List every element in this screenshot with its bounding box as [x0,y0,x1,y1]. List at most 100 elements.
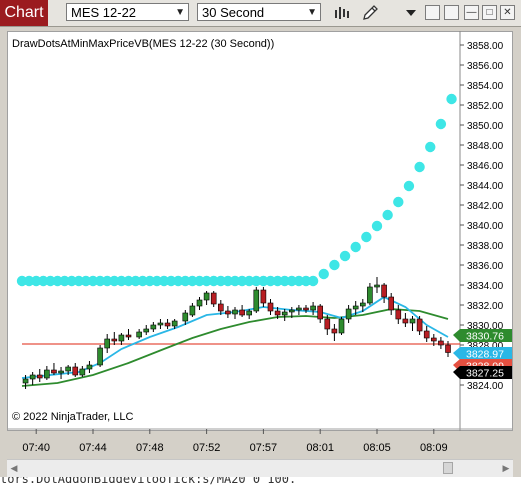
candle-body [445,344,451,353]
price-marker-label: 3827.25 [466,368,504,380]
candle [65,365,71,375]
candle-body [345,308,352,320]
price-tick-label: 3834.00 [467,281,504,292]
instrument-value: MES 12-22 [71,5,137,20]
candle [203,291,210,305]
candle-body [143,328,150,333]
max-price-dot [350,241,361,253]
candle-body [44,369,50,379]
chart-panel[interactable] [7,31,513,431]
candle [210,291,217,307]
max-price-dot [307,275,319,287]
title-bar: Chart MES 12-22 ▼ 30 Second ▼ — □ ✕ [0,0,521,27]
candle [125,329,132,340]
candle-body [86,364,93,370]
candle [409,316,416,331]
candle [36,369,43,382]
time-tick-label: 07:52 [193,442,221,454]
candle [274,307,281,319]
candle [189,303,196,317]
candle-body [58,370,64,374]
candle-body [104,338,110,349]
candle-body [150,324,157,330]
price-tick-label: 3850.00 [467,121,504,132]
candle [374,277,380,293]
candle-body [253,289,260,312]
bar-type-icon[interactable] [333,4,351,22]
price-tick-label: 3838.00 [467,241,504,252]
candle [72,363,79,377]
interval-selector[interactable]: 30 Second ▼ [197,3,321,21]
scroll-left-arrow-icon[interactable]: ◀ [10,463,18,473]
candle-body [203,292,210,301]
candle-body [157,322,164,326]
candle [58,367,64,379]
price-axis-marker: 3828.97 [453,347,512,361]
chart-tab[interactable]: Chart [0,0,48,26]
candle-body [324,318,331,330]
max-price-dot [382,209,393,221]
max-price-dot [393,196,404,208]
candle-body [402,318,409,324]
candle [22,375,29,389]
instrument-selector[interactable]: MES 12-22 ▼ [66,3,189,21]
candle [367,283,373,305]
price-tick-label: 3840.00 [467,221,504,232]
candle-body [381,284,387,298]
price-axis-marker: 3827.25 [453,366,512,380]
candle-body [171,320,178,327]
candle [253,287,260,313]
max-price-dot [435,118,447,130]
candle-body [97,347,103,366]
candle-body [79,368,86,376]
scroll-right-arrow-icon[interactable]: ▶ [502,463,510,473]
scroll-thumb[interactable] [443,462,453,474]
candle-body [416,318,423,332]
candle-body [296,307,302,311]
candle-body [65,366,71,372]
background-text-strip: tors.DotAddonBiddevilooTick:s/MA20 0 100… [0,477,521,486]
candle-body [260,289,267,304]
candle [157,319,164,329]
minimize-button[interactable] [425,5,440,20]
time-tick-label: 07:44 [79,442,107,454]
horizontal-scrollbar[interactable]: ◀ ▶ [7,459,513,477]
candle-body [136,331,142,338]
time-tick-label: 08:01 [306,442,334,454]
candle-body [22,378,29,384]
price-tick-label: 3832.00 [467,301,504,312]
max-price-dot [361,231,372,243]
candle-body [164,322,171,327]
minimize-icon-button[interactable]: — [464,5,479,20]
pencil-icon[interactable] [361,4,379,22]
candle [324,315,331,335]
price-marker-box [453,329,512,342]
candle-body [232,309,238,315]
candle [97,345,103,367]
price-tick-label: 3856.00 [467,61,504,72]
candle-body [438,340,444,346]
max-price-dot [446,93,457,105]
price-tick-label: 3824.00 [467,381,504,392]
slow-moving-average-line [21,308,449,387]
candle-body [125,334,132,338]
price-tick-label: 3854.00 [467,81,504,92]
candle-body [303,307,309,311]
price-axis-marker: 3830.76 [453,329,512,343]
candle [218,300,224,315]
candle [44,366,50,380]
candle-body [338,318,345,334]
background-text: tors.DotAddonBiddevilooTick:s/MA20 0 100… [0,477,297,486]
dropdown-menu-icon[interactable] [405,4,417,22]
candle-body [288,309,295,313]
candle [416,316,423,335]
chevron-down-icon: ▼ [175,7,185,18]
maximize-button[interactable]: □ [482,5,497,20]
restore-button[interactable] [444,5,459,20]
price-chart[interactable]: 3824.003826.003828.003830.003832.003834.… [7,31,513,457]
candle-body [239,309,245,316]
candle-body [352,305,359,310]
close-button[interactable]: ✕ [500,5,515,20]
candle [381,283,387,303]
